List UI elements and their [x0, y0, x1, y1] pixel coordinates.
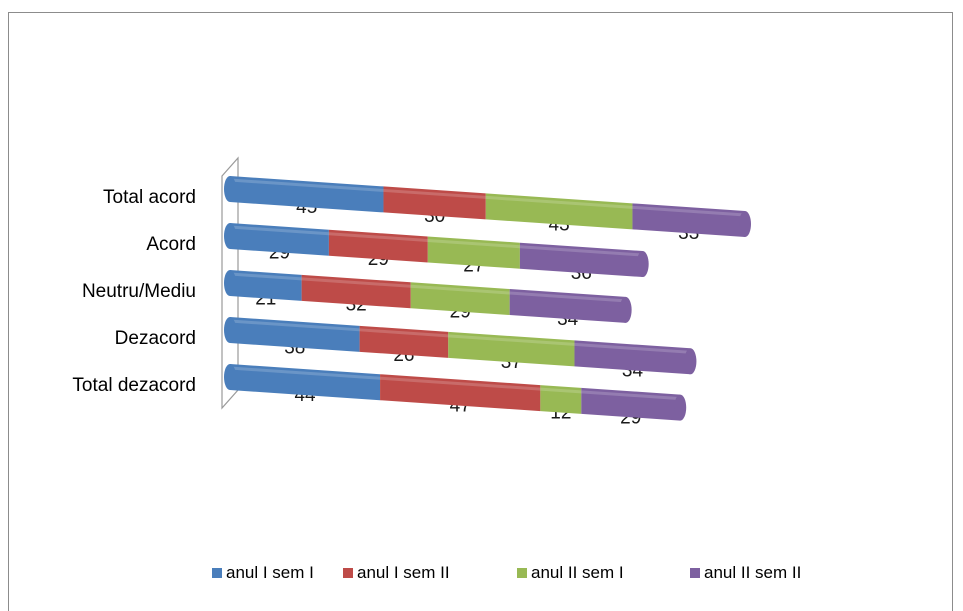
legend-item: anul I sem II	[343, 563, 450, 582]
bar-segment	[448, 331, 575, 367]
category-label: Total dezacord	[72, 375, 196, 396]
category-labels-layer: Total acord Acord Neutru/Mediu Dezacord Tota…	[72, 187, 196, 396]
bar-start-cap	[224, 317, 236, 343]
bar-highlight	[574, 342, 691, 354]
legend-swatch	[690, 568, 700, 578]
bar-highlight	[485, 195, 633, 209]
bar-segment	[380, 374, 541, 412]
bar-highlight	[509, 291, 626, 303]
legend-label: anul I sem I	[226, 563, 314, 582]
legend-item: anul II sem II	[690, 563, 801, 582]
bar-highlight	[410, 284, 510, 295]
bar-highlight	[229, 225, 330, 236]
bar-highlight	[301, 277, 411, 288]
bar-segment	[230, 364, 381, 401]
bar-end-cap	[636, 251, 649, 278]
legend-label: anul II sem II	[704, 563, 801, 582]
bar-highlight	[540, 387, 582, 394]
bar-segment	[540, 385, 582, 414]
bar-segment	[383, 186, 486, 220]
bar-start-cap	[224, 176, 236, 202]
bar-row	[224, 317, 697, 375]
bar-highlight	[359, 328, 449, 338]
bar-highlight	[328, 232, 428, 242]
bar-segment	[230, 270, 302, 301]
bar-end-cap	[674, 394, 687, 421]
bar-highlight	[229, 366, 381, 380]
legend-label: anul II sem I	[531, 563, 624, 582]
bar-row	[224, 176, 751, 238]
bar-segment	[485, 193, 633, 230]
bar-start-cap	[224, 223, 236, 249]
category-label: Dezacord	[115, 328, 196, 349]
bar-start-cap	[224, 270, 236, 296]
bar-segment	[427, 236, 520, 269]
bar-segment	[632, 203, 745, 238]
legend-swatch	[212, 568, 222, 578]
bars-layer	[224, 176, 751, 421]
legend-swatch	[517, 568, 527, 578]
bar-end-cap	[739, 211, 751, 238]
bar-row	[224, 270, 632, 323]
legend-item: anul I sem I	[212, 563, 314, 582]
bar-segment	[230, 317, 360, 352]
bar-highlight	[229, 272, 302, 281]
bar-highlight	[581, 390, 681, 401]
bar-segment	[509, 289, 626, 323]
bar-end-cap	[619, 296, 632, 323]
bar-segment	[519, 242, 643, 278]
bar-start-cap	[224, 364, 236, 390]
bar-segment	[328, 229, 428, 263]
bar-highlight	[427, 238, 521, 249]
bar-row	[224, 223, 649, 278]
category-label: Neutru/Mediu	[82, 281, 196, 302]
bar-row	[224, 364, 687, 421]
bar-segment	[230, 176, 384, 213]
category-label: Acord	[146, 234, 196, 255]
bar-segment	[359, 325, 449, 358]
bar-end-cap	[684, 348, 697, 375]
bar-highlight	[229, 319, 360, 332]
bar-segment	[410, 282, 510, 316]
chart-frame	[8, 12, 953, 611]
bar-segment	[230, 223, 329, 256]
bar-highlight	[229, 178, 384, 192]
bar-highlight	[379, 376, 541, 391]
bar-segment	[574, 340, 691, 375]
bar-segment	[301, 274, 411, 309]
category-label: Total acord	[103, 187, 196, 208]
bar-highlight	[383, 188, 486, 199]
legend: anul I sem I anul I sem II anul II sem I an…	[212, 563, 801, 582]
legend-swatch	[343, 568, 353, 578]
legend-label: anul I sem II	[357, 563, 450, 582]
bar-highlight	[519, 245, 643, 257]
bar-segment	[581, 387, 681, 421]
legend-item: anul II sem I	[517, 563, 624, 582]
bar-highlight	[448, 334, 575, 346]
bar-highlight	[632, 205, 746, 217]
